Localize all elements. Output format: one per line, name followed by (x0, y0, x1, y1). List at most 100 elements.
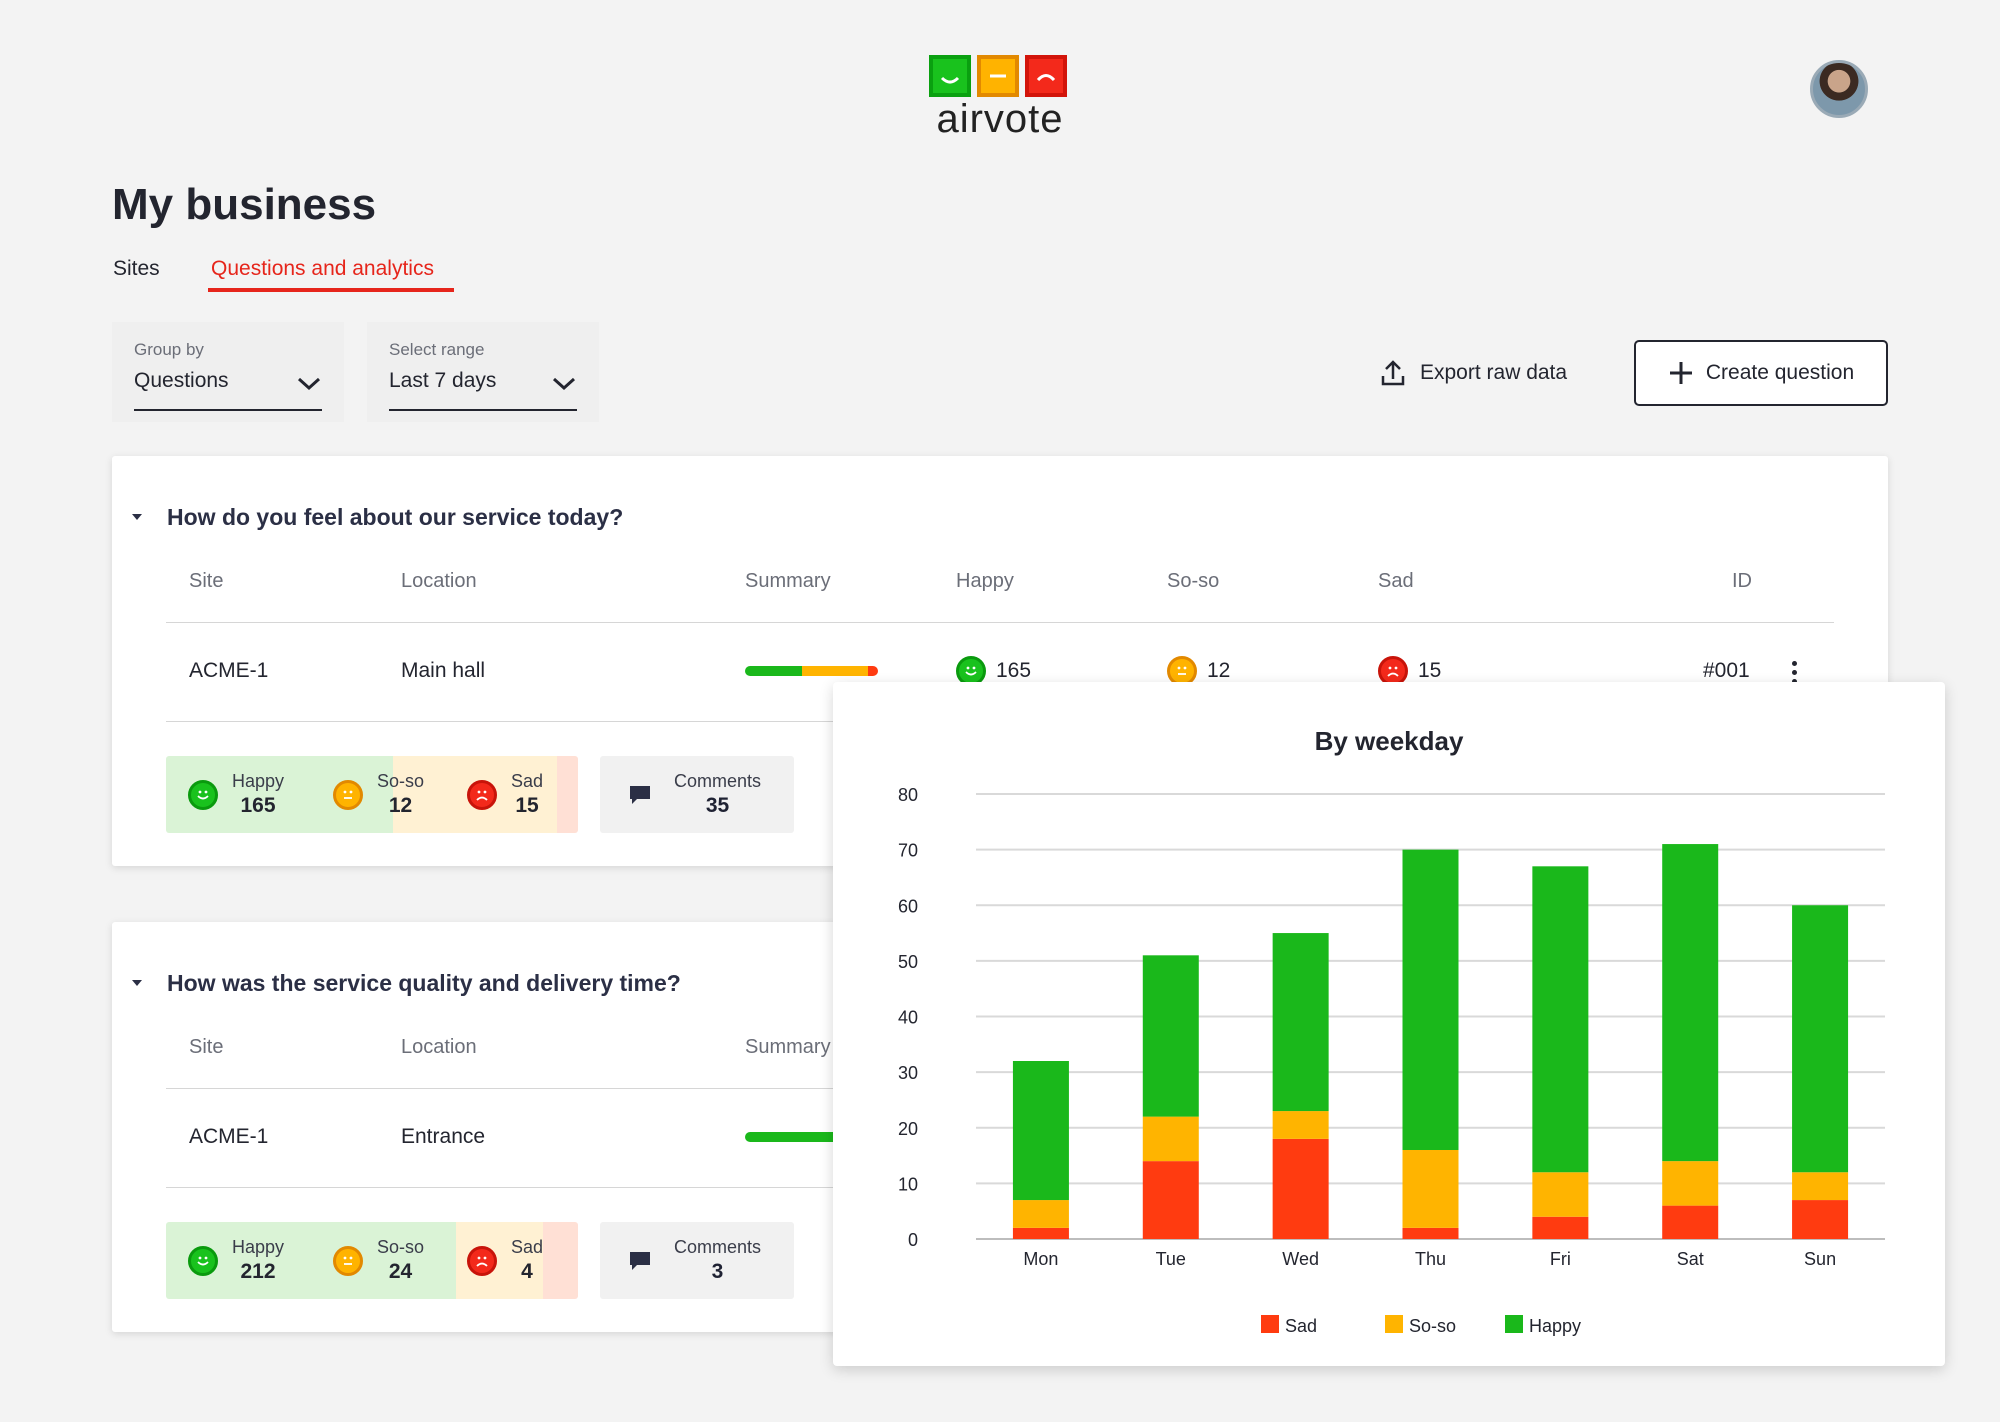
x-tick-label: Wed (1282, 1249, 1319, 1269)
y-tick-label: 60 (898, 896, 918, 916)
bar-sad-fri (1532, 1216, 1589, 1239)
bar-sad-thu (1402, 1227, 1459, 1239)
happy-stat: Happy 165 (188, 756, 284, 833)
bar-soso-wed (1272, 1111, 1329, 1139)
happy-stat-value: 212 (240, 1260, 276, 1283)
collapse-caret-icon[interactable] (132, 514, 142, 520)
bar-happy-sat (1662, 844, 1719, 1162)
col-location: Location (401, 1036, 477, 1058)
sad-stat: Sad 4 (467, 1222, 543, 1299)
plus-icon (1669, 362, 1692, 384)
bar-soso-fri (1532, 1172, 1589, 1217)
row-site: ACME-1 (189, 1125, 269, 1148)
bar-sad-tue (1142, 1161, 1199, 1239)
bar-happy-sun (1792, 905, 1849, 1173)
comments-value: 35 (705, 794, 730, 817)
chevron-down-icon (552, 377, 576, 391)
range-label: Select range (389, 340, 485, 359)
sad-stat-label: Sad (511, 1237, 544, 1257)
col-happy: Happy (956, 570, 1014, 592)
comment-icon (630, 785, 650, 804)
row-id: #001 (1703, 659, 1750, 682)
y-tick-label: 30 (898, 1063, 918, 1083)
logo-wordmark: airvote (936, 97, 1064, 141)
range-value: Last 7 days (389, 369, 497, 392)
legend-swatch (1261, 1315, 1279, 1333)
select-underline (389, 409, 577, 411)
bar-happy-mon (1012, 1061, 1069, 1201)
sad-face-icon (467, 1245, 497, 1276)
y-tick-label: 70 (898, 841, 918, 861)
sad-logo-icon (1025, 55, 1067, 97)
y-tick-label: 40 (898, 1008, 918, 1028)
soso-stat-label: So-so (377, 771, 425, 791)
tab-questions-and-analytics[interactable]: Questions and analytics (211, 257, 434, 280)
soso-stat-value: 24 (388, 1260, 413, 1283)
happy-count: 165 (956, 656, 1031, 686)
happy-count-value: 165 (996, 659, 1032, 682)
export-raw-data-button[interactable]: Export raw data (1380, 355, 1567, 391)
comments-button[interactable]: Comments 35 (600, 756, 794, 833)
user-avatar[interactable] (1810, 60, 1868, 118)
x-tick-label: Sat (1677, 1249, 1704, 1269)
soso-logo-icon (977, 55, 1019, 97)
divider (166, 622, 1834, 623)
sad-stat: Sad 15 (467, 756, 543, 833)
sad-stat-label: Sad (511, 771, 544, 791)
create-label: Create question (1705, 361, 1855, 384)
row-location: Main hall (401, 659, 486, 682)
question-title[interactable]: How was the service quality and delivery… (167, 970, 681, 996)
bar-sad-mon (1012, 1227, 1069, 1239)
chart-title: By weekday (1314, 726, 1464, 756)
page-title: My business (112, 180, 377, 229)
range-select[interactable]: Select range Last 7 days (367, 322, 599, 422)
col-id: ID (1732, 570, 1752, 592)
legend-swatch (1385, 1315, 1403, 1333)
happy-stat: Happy 212 (188, 1222, 284, 1299)
col-summary: Summary (745, 1036, 831, 1058)
soso-face-icon (333, 779, 363, 810)
summary-sad (868, 666, 878, 676)
happy-stat-label: Happy (232, 771, 285, 791)
bar-soso-tue (1142, 1116, 1199, 1162)
comments-value: 3 (711, 1260, 724, 1283)
bar-soso-thu (1402, 1150, 1459, 1228)
legend-swatch (1505, 1315, 1523, 1333)
col-soso: So-so (1167, 570, 1220, 592)
sad-count-value: 15 (1418, 659, 1442, 682)
response-breakdown (166, 1222, 578, 1299)
col-location: Location (401, 570, 477, 592)
bar-sad-sun (1792, 1200, 1849, 1239)
collapse-caret-icon[interactable] (132, 980, 142, 986)
soso-stat: So-so 12 (333, 756, 424, 833)
summary-bar (745, 1132, 878, 1142)
legend-label: Happy (1529, 1316, 1581, 1336)
legend-label: Sad (1285, 1316, 1317, 1336)
bar-soso-sat (1662, 1161, 1719, 1206)
comments-button[interactable]: Comments 3 (600, 1222, 794, 1299)
sad-face-icon (467, 779, 497, 810)
summary-bar (745, 666, 878, 676)
x-tick-label: Sun (1804, 1249, 1836, 1269)
soso-count-value: 12 (1207, 659, 1231, 682)
question-title[interactable]: How do you feel about our service today? (167, 504, 624, 530)
y-tick-label: 10 (898, 1174, 918, 1194)
summary-happy (745, 666, 802, 676)
x-tick-label: Fri (1550, 1249, 1571, 1269)
bar-soso-sun (1792, 1172, 1849, 1201)
chevron-down-icon (297, 377, 321, 391)
upload-icon (1381, 360, 1405, 386)
active-tab-indicator (208, 288, 454, 292)
soso-stat-label: So-so (377, 1237, 425, 1257)
export-label: Export raw data (1420, 361, 1568, 384)
bar-happy-tue (1142, 955, 1199, 1117)
more-options-icon[interactable] (1792, 661, 1798, 685)
x-tick-label: Tue (1156, 1249, 1186, 1269)
row-location: Entrance (401, 1125, 486, 1148)
create-question-button[interactable]: Create question (1634, 340, 1888, 406)
stacked-bar-chart: 0 10 20 30 40 50 60 70 80 Mon Tue Wed Thu Fri Sat Sun Sa… (898, 785, 1885, 1336)
tab-sites[interactable]: Sites (113, 257, 160, 280)
comment-icon (630, 1251, 650, 1270)
group-by-select[interactable]: Group by Questions (112, 322, 344, 422)
bar-happy-thu (1402, 849, 1459, 1150)
